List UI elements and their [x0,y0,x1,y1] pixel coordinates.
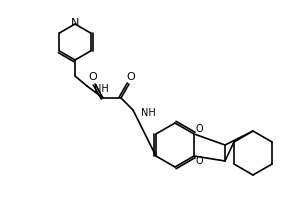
Text: N: N [71,18,79,28]
Text: O: O [195,124,203,134]
Text: O: O [195,156,203,166]
Text: O: O [88,72,98,82]
Text: O: O [127,72,135,82]
Text: NH: NH [94,84,109,94]
Text: NH: NH [141,108,156,118]
